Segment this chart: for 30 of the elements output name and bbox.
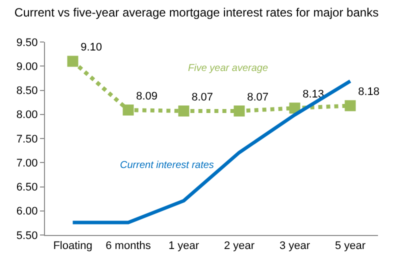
line-series	[71, 79, 352, 224]
x-tick-label: 1 year	[168, 240, 200, 252]
text: Five year average	[188, 63, 268, 74]
x-tick-label: 3 year	[279, 240, 310, 252]
y-tick-label: 9.50	[16, 36, 38, 49]
y-tick-label: 6.00	[16, 206, 38, 218]
point	[178, 106, 190, 116]
data-label: 8.13	[302, 88, 324, 100]
point	[234, 106, 245, 116]
y-tick-label: 7.00	[16, 157, 38, 170]
point	[122, 104, 134, 116]
y-tick-label: 5.50	[16, 230, 38, 242]
y-tick-label: 6.50	[16, 182, 38, 194]
chart-title: Current vs five-year average mortgage interest rates for major banks	[14, 6, 379, 20]
y-tick-label: 8.50	[16, 85, 38, 98]
x-tick-label: 6 months	[106, 240, 152, 252]
y-tick-label: 7.50	[16, 133, 38, 146]
x-tick-label: Floating	[53, 240, 92, 252]
series-label: Current interest rates	[120, 160, 214, 171]
data-label: 8.07	[192, 91, 214, 104]
point	[344, 100, 356, 112]
data-label: 8.07	[247, 91, 269, 104]
x-tick-label: 5 year	[334, 240, 366, 252]
point	[67, 56, 78, 67]
data-label: 9.10	[80, 42, 102, 54]
y-tick-label: 9.00	[16, 60, 38, 73]
data-label: 8.18	[358, 86, 380, 98]
data-label: 8.09	[136, 90, 158, 102]
y-tick-label: 8.00	[16, 109, 38, 122]
x-tick-label: 2 year	[224, 240, 255, 252]
